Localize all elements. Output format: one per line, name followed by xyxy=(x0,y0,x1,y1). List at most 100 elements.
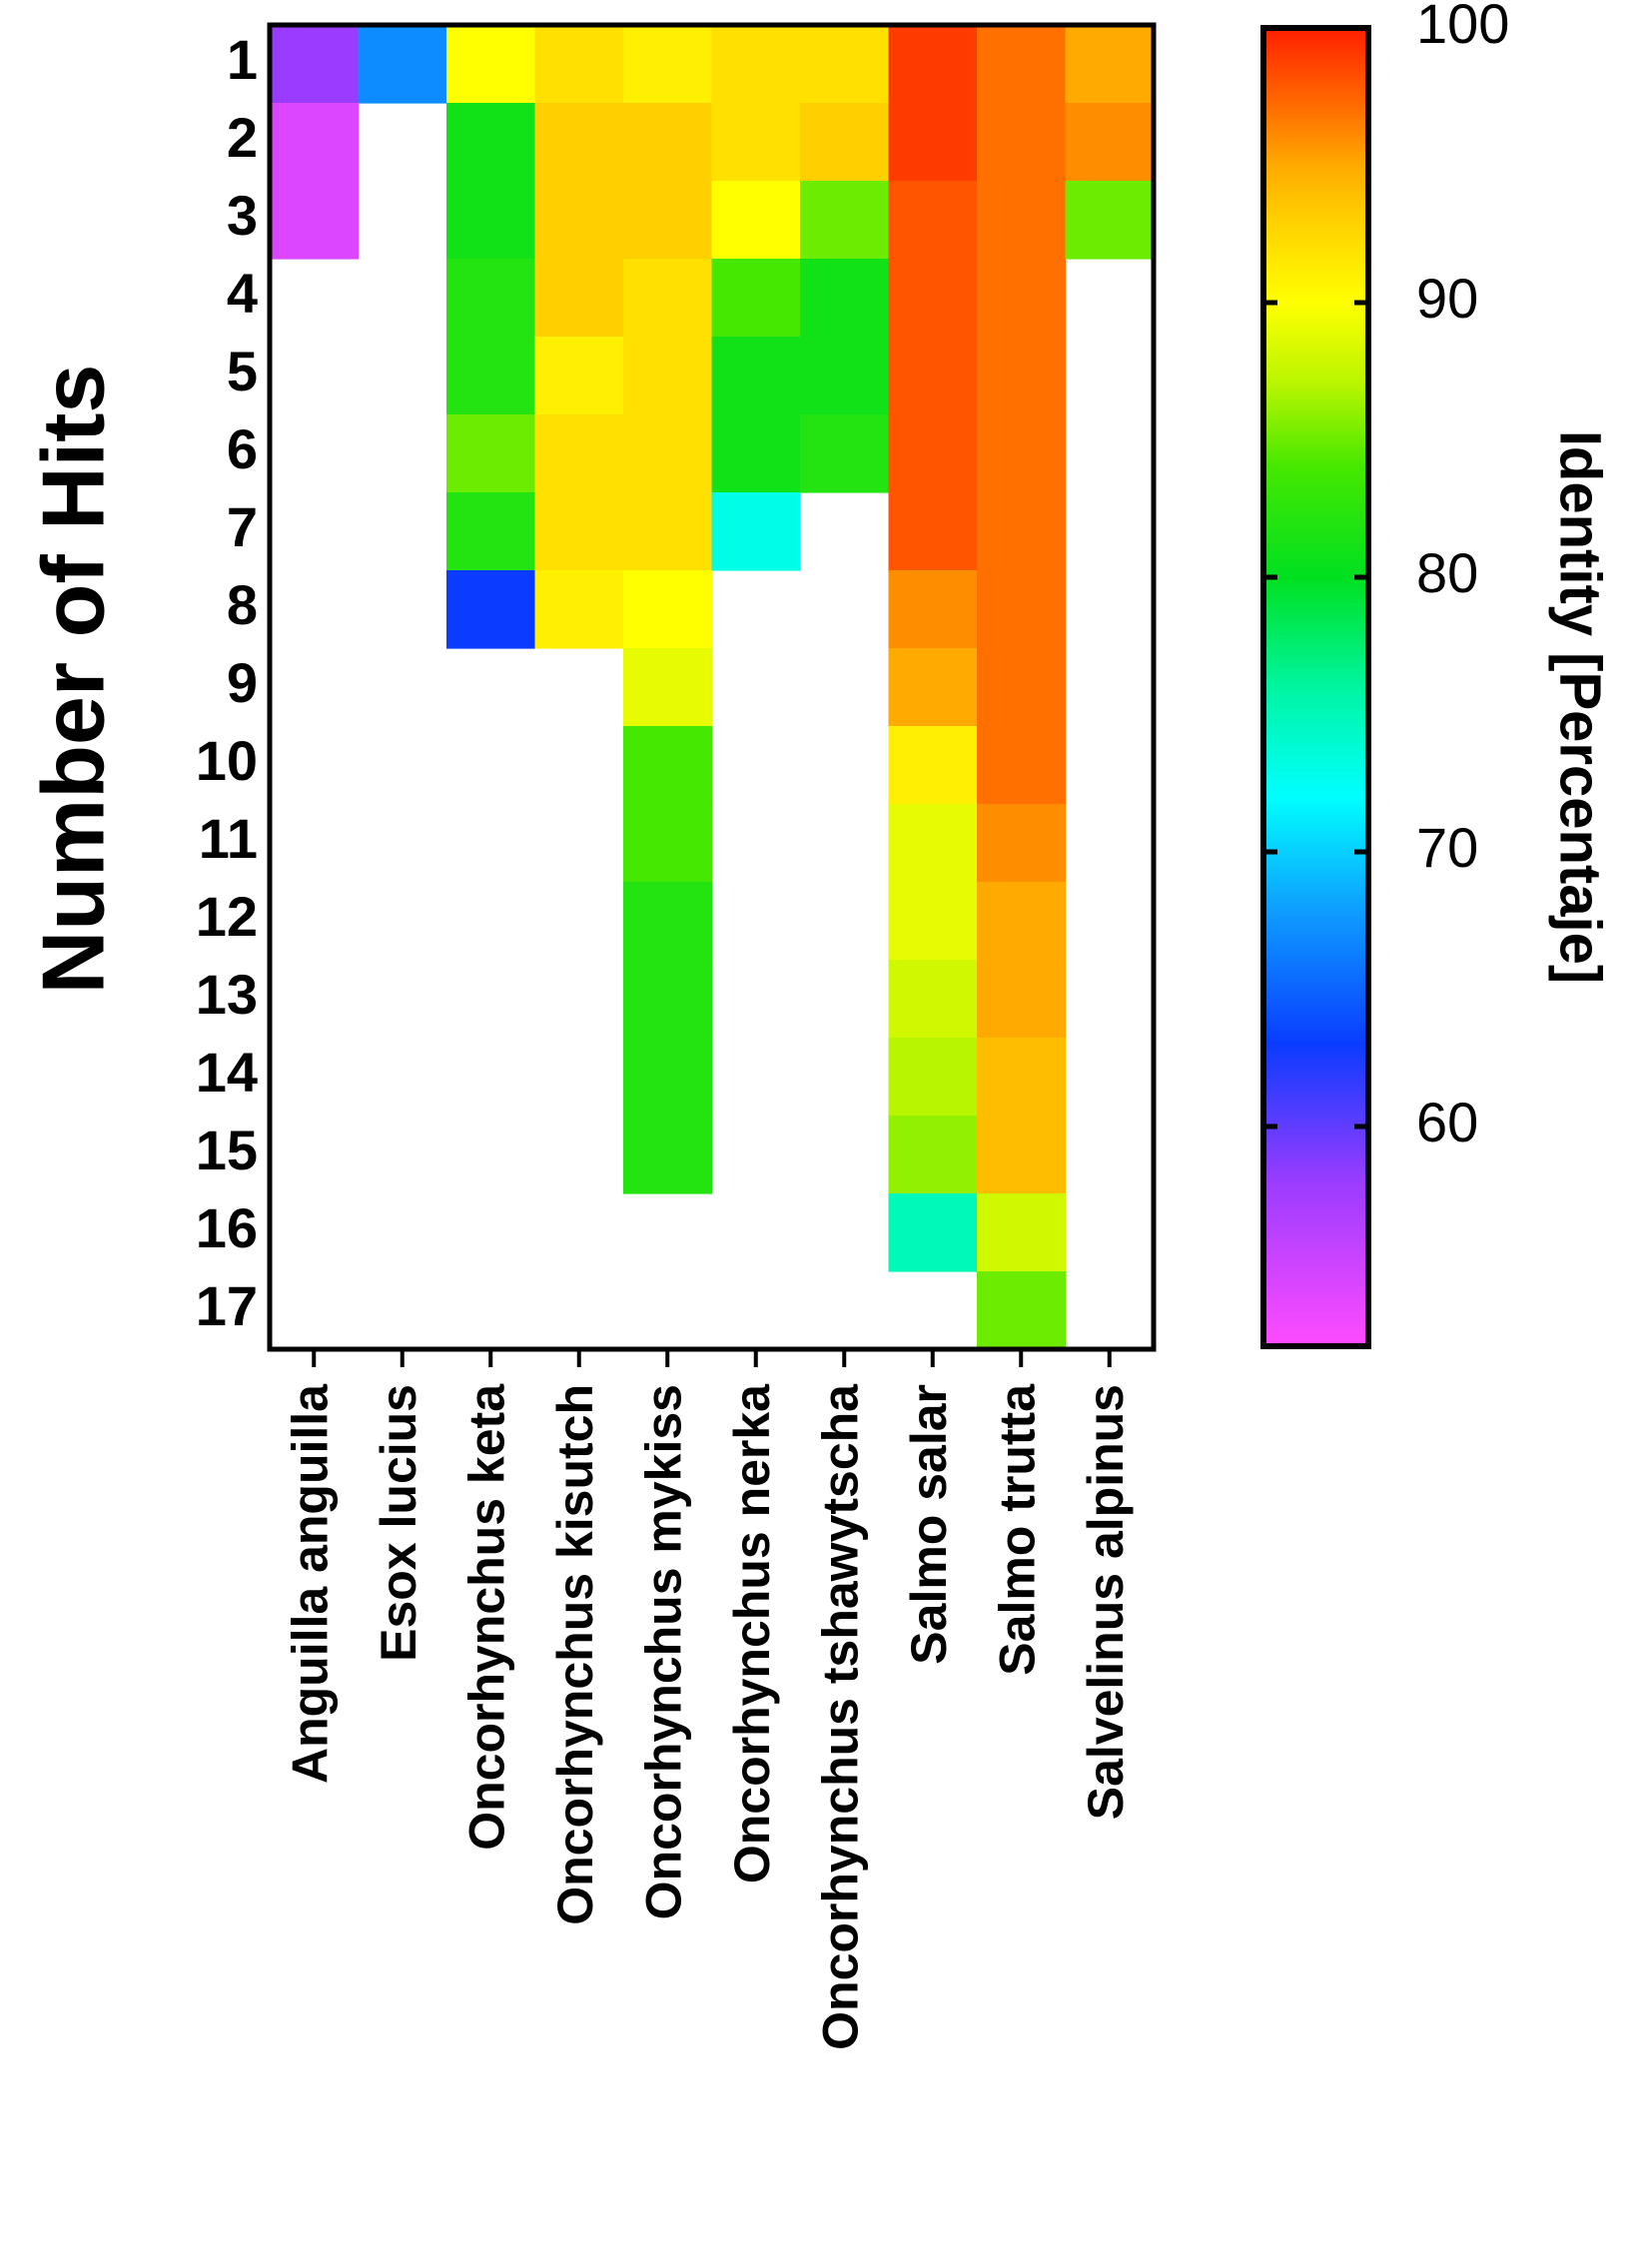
heatmap-cell xyxy=(534,181,624,260)
colorbar-tick-label: 70 xyxy=(1416,816,1478,879)
heatmap-cell xyxy=(623,25,713,104)
row-tick-label: 16 xyxy=(196,1196,258,1259)
colorbar-tick-label: 90 xyxy=(1416,267,1478,330)
column-tick-label: Oncorhynchus keta xyxy=(458,1383,514,1851)
heatmap-cell xyxy=(1065,181,1155,260)
heatmap-cell xyxy=(888,337,978,415)
heatmap-cell xyxy=(977,25,1067,104)
x-axis-ticks xyxy=(312,1349,1112,1367)
heatmap-cell xyxy=(534,570,624,649)
row-tick-label: 8 xyxy=(227,573,258,636)
heatmap-cell xyxy=(534,25,624,104)
heatmap-cell xyxy=(977,648,1067,727)
heatmap-cell xyxy=(888,960,978,1039)
heatmap-cell xyxy=(270,181,360,260)
row-tick-label: 6 xyxy=(227,417,258,480)
heatmap-cells xyxy=(270,25,1155,1350)
heatmap-cell xyxy=(711,337,801,415)
heatmap-cell xyxy=(977,492,1067,571)
row-tick-label: 14 xyxy=(196,1041,258,1104)
heatmap-cell xyxy=(888,570,978,649)
column-tick-label: Esox lucius xyxy=(371,1384,426,1662)
column-tick-label: Oncorhynchus mykiss xyxy=(635,1384,691,1919)
row-tick-label: 7 xyxy=(227,495,258,558)
heatmap-cell xyxy=(800,25,890,104)
column-tick-label: Salmo trutta xyxy=(989,1383,1045,1676)
colorbar-title: Identity [Percentaje] xyxy=(1548,430,1613,984)
heatmap-cell xyxy=(977,414,1067,493)
heatmap-cell xyxy=(977,570,1067,649)
heatmap-cell xyxy=(446,103,536,182)
heatmap-cell xyxy=(977,181,1067,260)
heatmap-cell xyxy=(446,570,536,649)
row-tick-label: 2 xyxy=(227,106,258,169)
colorbar xyxy=(1260,25,1371,1349)
row-tick-label: 4 xyxy=(227,262,258,325)
heatmap-cell xyxy=(977,259,1067,338)
heatmap-cell xyxy=(711,414,801,493)
heatmap-cell xyxy=(623,492,713,571)
colorbar-tick-label: 100 xyxy=(1416,0,1509,55)
heatmap-cell xyxy=(534,414,624,493)
heatmap-cell xyxy=(977,1116,1067,1194)
heatmap-cell xyxy=(977,804,1067,883)
heatmap-cell xyxy=(270,25,360,104)
heatmap-cell xyxy=(888,1038,978,1117)
heatmap-cell xyxy=(888,414,978,493)
row-tick-label: 11 xyxy=(199,807,258,870)
heatmap-cell xyxy=(888,648,978,727)
column-tick-label: Oncorhynchus nerka xyxy=(724,1383,780,1884)
heatmap-cell xyxy=(977,882,1067,961)
heatmap-cell xyxy=(711,492,801,571)
heatmap-cell xyxy=(711,25,801,104)
column-tick-label: Salvelinus alpinus xyxy=(1078,1384,1134,1820)
row-tick-label: 9 xyxy=(227,651,258,714)
heatmap-cell xyxy=(888,25,978,104)
heatmap-cell xyxy=(623,1116,713,1194)
heatmap-cell xyxy=(623,259,713,338)
heatmap-cell xyxy=(977,726,1067,805)
heatmap-cell xyxy=(888,259,978,338)
heatmap-cell xyxy=(888,726,978,805)
heatmap-cell xyxy=(1065,25,1155,104)
heatmap-cell xyxy=(800,103,890,182)
heatmap-cell xyxy=(446,259,536,338)
heatmap-cell xyxy=(888,1193,978,1272)
row-tick-label: 13 xyxy=(196,963,258,1026)
heatmap-cell xyxy=(623,103,713,182)
heatmap-cell xyxy=(888,492,978,571)
heatmap-cell xyxy=(623,337,713,415)
heatmap-cell xyxy=(623,648,713,727)
heatmap-cell xyxy=(800,181,890,260)
heatmap-cell xyxy=(446,25,536,104)
column-tick-label: Oncorhynchus kisutch xyxy=(547,1384,603,1925)
heatmap-cell xyxy=(358,25,447,104)
heatmap-cell xyxy=(534,259,624,338)
heatmap-cell xyxy=(711,181,801,260)
colorbar-tick-label: 60 xyxy=(1416,1091,1478,1153)
heatmap-cell xyxy=(270,103,360,182)
plot-frame xyxy=(267,22,1157,1352)
heatmap-cell xyxy=(623,1038,713,1117)
column-tick-labels: Anguilla anguilla Esox lucius Oncorhynchus… xyxy=(282,1383,1134,2050)
heatmap-cell xyxy=(977,960,1067,1039)
heatmap-cell xyxy=(446,414,536,493)
heatmap-cell xyxy=(888,1116,978,1194)
heatmap-cell xyxy=(623,960,713,1039)
row-tick-label: 15 xyxy=(196,1119,258,1181)
heatmap-cell xyxy=(888,103,978,182)
heatmap-cell xyxy=(623,882,713,961)
y-axis-title: Number of Hits xyxy=(23,365,122,995)
row-tick-label: 5 xyxy=(227,340,258,402)
heatmap-cell xyxy=(888,882,978,961)
heatmap-cell xyxy=(534,492,624,571)
heatmap-cell xyxy=(446,181,536,260)
heatmap-cell xyxy=(711,103,801,182)
colorbar-ticks: 60 70 80 90 100 xyxy=(1263,0,1509,1153)
row-tick-label: 10 xyxy=(196,729,258,792)
column-tick-label: Anguilla anguilla xyxy=(282,1383,338,1784)
row-tick-label: 1 xyxy=(227,28,258,91)
heatmap-cell xyxy=(623,181,713,260)
heatmap-cell xyxy=(534,103,624,182)
